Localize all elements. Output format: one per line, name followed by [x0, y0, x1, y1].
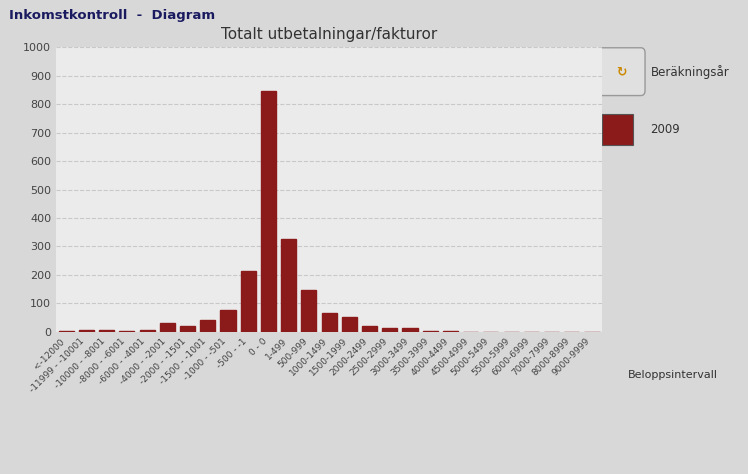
- Bar: [602, 114, 633, 145]
- Bar: [322, 313, 337, 332]
- Bar: [58, 331, 74, 332]
- Bar: [241, 271, 256, 332]
- Bar: [119, 331, 135, 332]
- Text: Inkomstkontroll  -  Diagram: Inkomstkontroll - Diagram: [9, 9, 215, 22]
- Text: Beloppsintervall: Beloppsintervall: [628, 370, 718, 380]
- Bar: [79, 330, 94, 332]
- Bar: [281, 239, 296, 332]
- FancyBboxPatch shape: [598, 48, 645, 96]
- Bar: [402, 328, 417, 332]
- Bar: [423, 331, 438, 332]
- Bar: [160, 323, 175, 332]
- Text: Beräkningsår: Beräkningsår: [651, 64, 729, 79]
- Bar: [140, 329, 155, 332]
- Bar: [221, 310, 236, 332]
- Text: ↻: ↻: [616, 65, 627, 78]
- Bar: [99, 329, 114, 332]
- Bar: [443, 331, 458, 332]
- Bar: [261, 91, 276, 332]
- Bar: [301, 290, 316, 332]
- Bar: [200, 320, 215, 332]
- Title: Totalt utbetalningar/fakturor: Totalt utbetalningar/fakturor: [221, 27, 438, 42]
- Bar: [362, 326, 377, 332]
- Bar: [180, 326, 195, 332]
- Bar: [342, 317, 357, 332]
- Text: 2009: 2009: [651, 123, 681, 136]
- Bar: [382, 328, 397, 332]
